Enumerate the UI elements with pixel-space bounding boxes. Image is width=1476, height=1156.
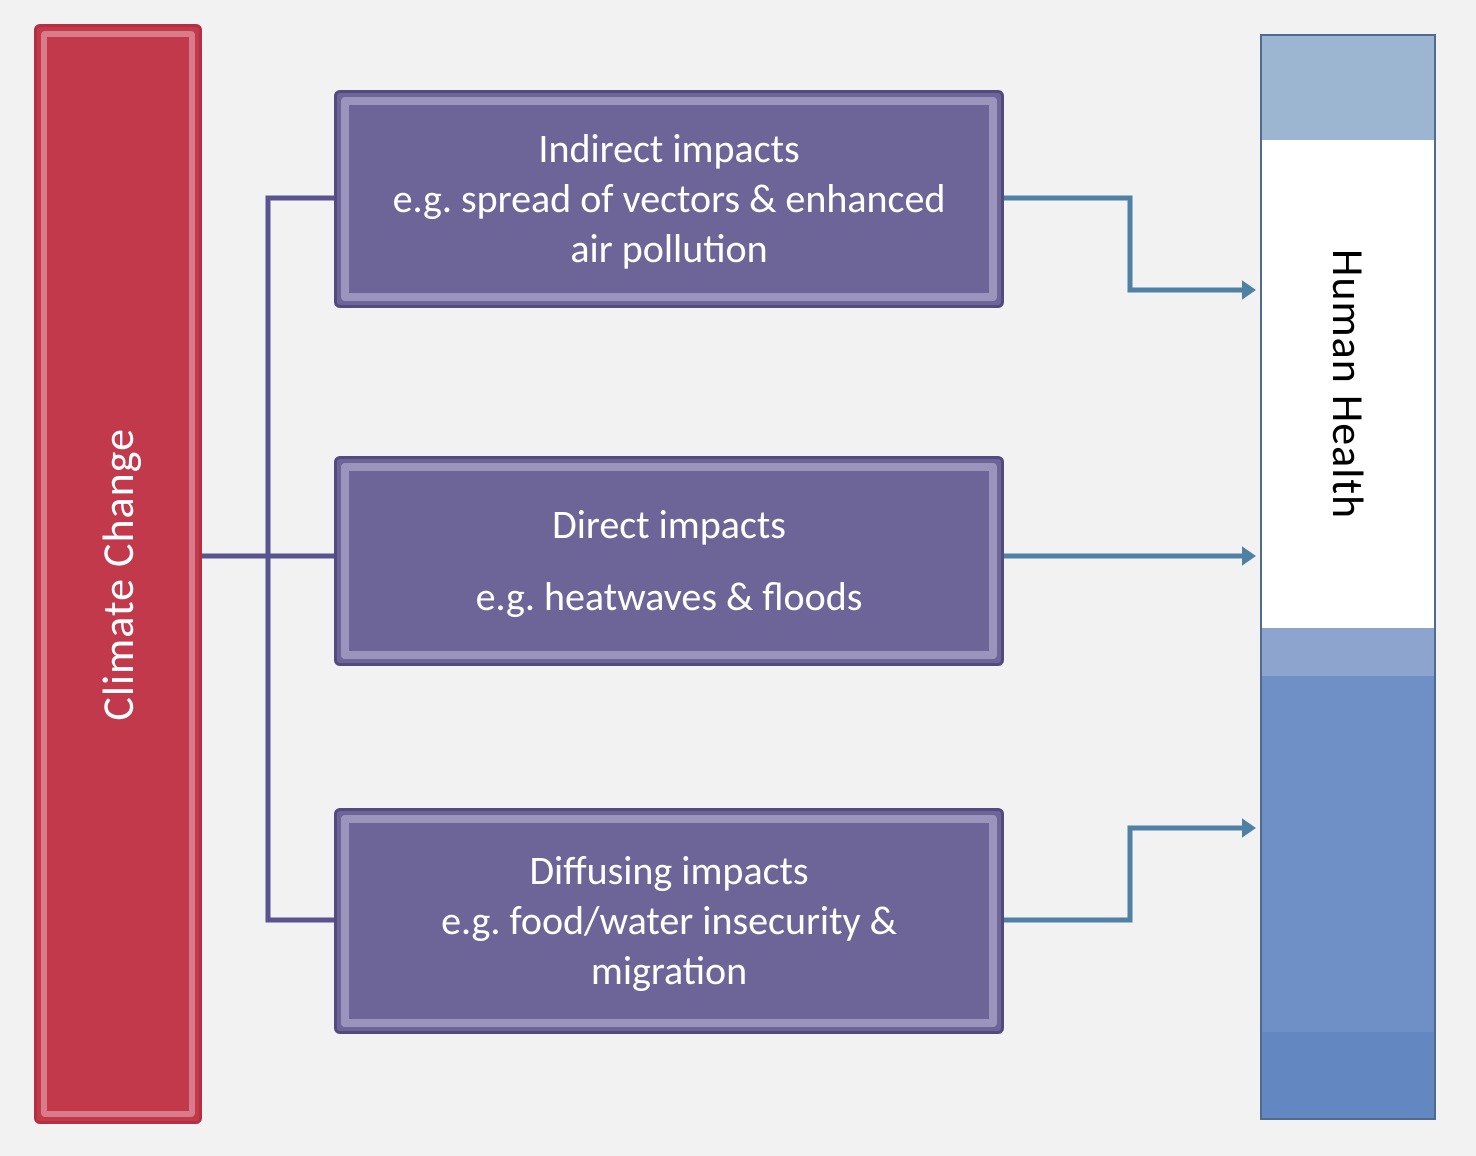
- human-health-segment-4: [1262, 1032, 1434, 1118]
- diagram-canvas: Climate Change Indirect impactse.g. sprea…: [0, 0, 1476, 1156]
- human-health-segment-1: Human Health: [1262, 140, 1434, 628]
- direct-impacts-subtitle: e.g. heatwaves & floods: [476, 572, 863, 622]
- direct-impacts-node: Direct impacts e.g. heatwaves & floods: [334, 456, 1004, 666]
- indirect-impacts-title: Indirect impacts: [371, 124, 967, 174]
- climate-change-label: Climate Change: [91, 428, 145, 721]
- indirect-impacts-node: Indirect impactse.g. spread of vectors &…: [334, 90, 1004, 308]
- human-health-segment-2: [1262, 628, 1434, 676]
- climate-change-node: Climate Change: [34, 24, 202, 1124]
- diffusing-impacts-title: Diffusing impacts: [371, 846, 967, 896]
- diffusing-impacts-node: Diffusing impactse.g. food/water insecur…: [334, 808, 1004, 1034]
- human-health-label: Human Health: [1321, 249, 1375, 519]
- human-health-segment-0: [1262, 36, 1434, 140]
- indirect-impacts-subtitle: e.g. spread of vectors & enhanced air po…: [371, 174, 967, 274]
- diffusing-impacts-subtitle: e.g. food/water insecurity & migration: [371, 896, 967, 996]
- direct-impacts-title: Direct impacts: [476, 500, 863, 550]
- human-health-column: Human Health: [1260, 34, 1436, 1120]
- human-health-segment-3: [1262, 676, 1434, 1033]
